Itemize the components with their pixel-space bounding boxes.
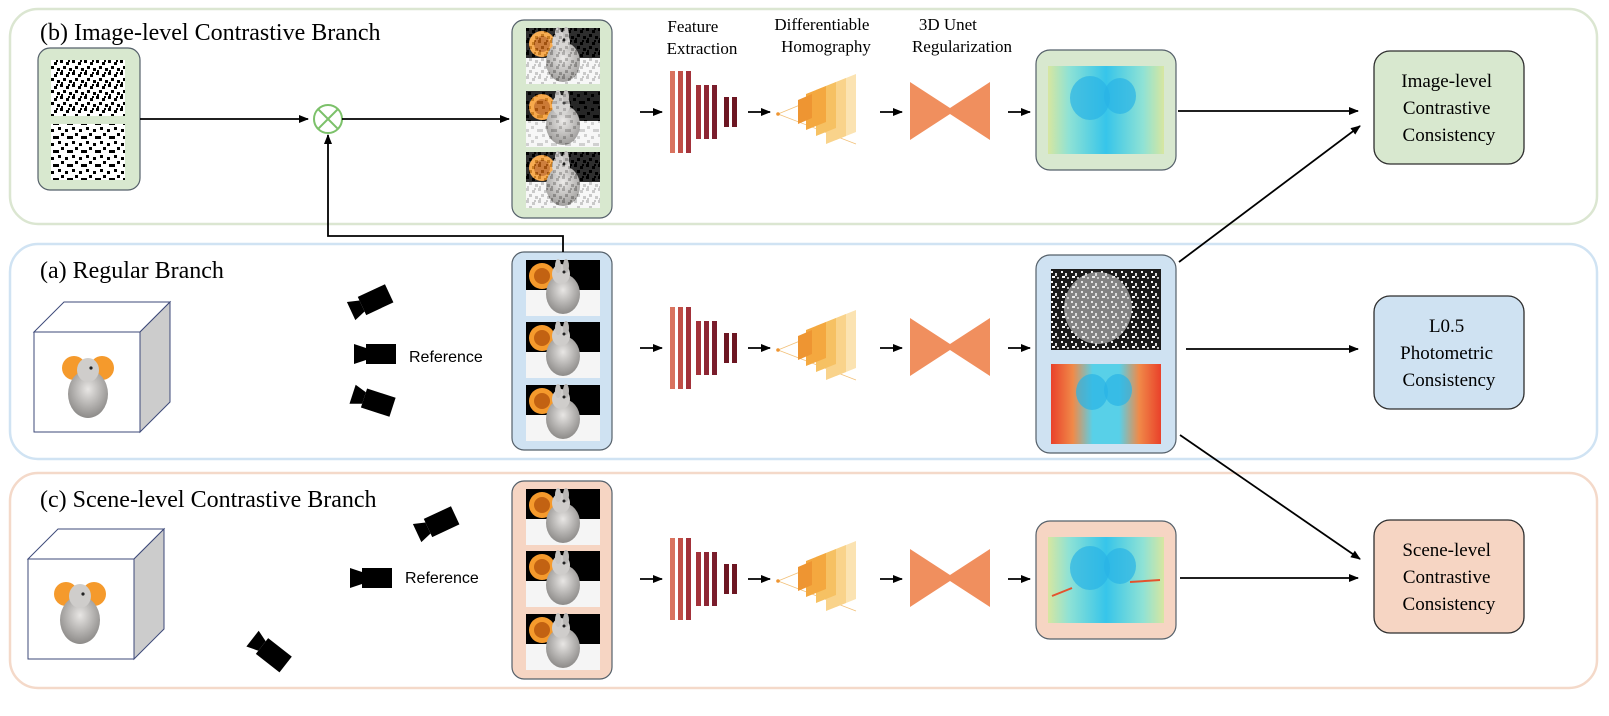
reference-label: Reference	[405, 570, 479, 587]
stage-label-feature: Feature Extraction	[667, 17, 738, 58]
depth-map	[1035, 254, 1177, 454]
svg-text:Image-level Contrastiv: Image-level Contrastive Consistency	[1401, 71, 1496, 146]
source-views-stack	[511, 251, 613, 451]
panel-regular-title: (a) Regular Branch	[40, 258, 224, 284]
svg-text:Scene-level Contrastiv: Scene-level Contrastive Consistency	[1402, 540, 1496, 615]
reference-label: Reference	[409, 349, 483, 366]
stage-label-unet: 3D Unet Regularization	[912, 15, 1013, 56]
panel-image-level-title: (b) Image-level Contrastive Branch	[40, 20, 381, 46]
bunny-thumbnail	[526, 488, 600, 545]
depth-map	[1035, 49, 1177, 171]
augmented-views-stack	[511, 480, 613, 680]
bunny-object	[54, 582, 106, 644]
panel-image-level: (b) Image-level Contrastive Branch Featu…	[8, 7, 1599, 226]
image-level-consistency-box: Image-level Contrastive Consistency	[1373, 50, 1525, 165]
regular-to-scene-consistency-arrow	[1179, 434, 1361, 560]
depth-map	[1035, 520, 1177, 640]
panel-regular: (a) Regular Branch Reference	[8, 242, 1599, 461]
bunny-thumbnail	[526, 384, 600, 441]
bunny-object	[62, 356, 114, 418]
stage-label-homography: Differentiable Homography	[774, 15, 873, 56]
svg-text:L0.5 Photometric: L0.5 Photometric Consistency	[1400, 316, 1498, 391]
bunny-thumbnail	[526, 151, 600, 208]
bunny-thumbnail	[526, 259, 600, 316]
bunny-thumbnail	[526, 321, 600, 378]
photometric-consistency-box: L0.5 Photometric Consistency	[1373, 295, 1525, 410]
masked-views-stack	[511, 19, 613, 219]
camera-icon	[350, 568, 392, 588]
camera-icon	[354, 344, 396, 364]
panel-scene-level: (c) Scene-level Contrastive Branch Refer…	[8, 471, 1599, 690]
bunny-thumbnail	[526, 27, 600, 84]
noise-mask	[37, 47, 141, 191]
bunny-thumbnail	[526, 90, 600, 147]
panel-scene-level-title: (c) Scene-level Contrastive Branch	[40, 487, 377, 513]
scene-level-consistency-box: Scene-level Contrastive Consistency	[1373, 519, 1525, 634]
bunny-thumbnail	[526, 613, 600, 670]
bunny-thumbnail	[526, 550, 600, 607]
regular-to-image-consistency-arrow	[1178, 125, 1361, 263]
mask-plus-icon	[313, 104, 343, 134]
reference-to-mask-connector	[324, 134, 564, 252]
